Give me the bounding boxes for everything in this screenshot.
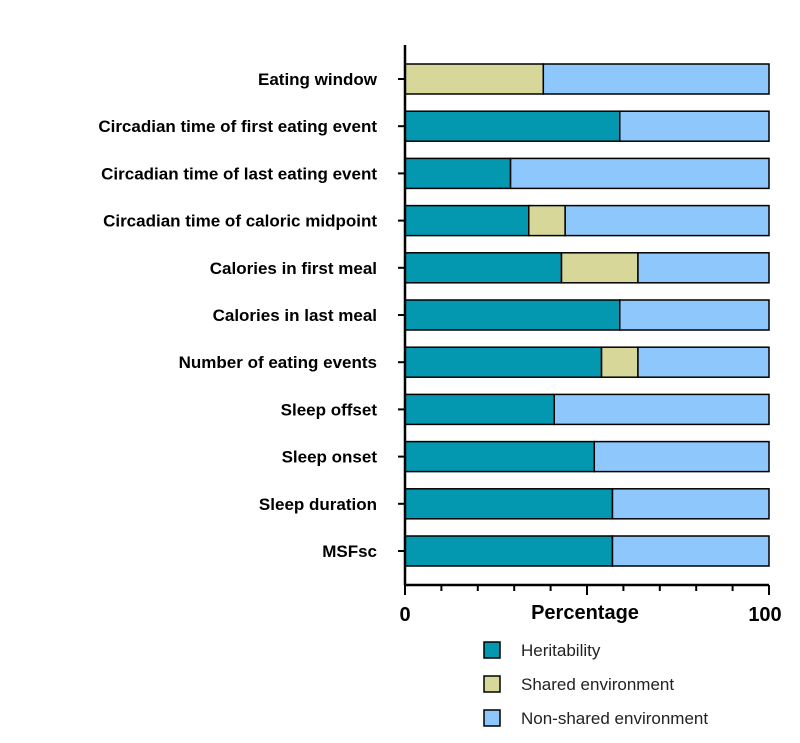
- legend-swatch-heritability: [483, 641, 501, 659]
- legend-swatch-shared-environment: [483, 675, 501, 693]
- bar-msfsc-heritability: [404, 535, 614, 567]
- bar-calories-in-first-meal-heritability: [404, 252, 563, 284]
- category-labels: Eating window Circadian time of first eat…: [98, 70, 405, 561]
- legend: Heritability Shared environment Non-shared…: [483, 641, 708, 728]
- bar-calories-in-last-meal-heritability: [404, 299, 621, 331]
- bar-circadian-time-of-caloric-midpoint-heritability: [404, 204, 530, 237]
- x-ticks: [404, 585, 770, 595]
- category-label: Sleep onset: [282, 448, 378, 467]
- bar-eating-window-shared-environment: [404, 63, 545, 95]
- bar-sleep-duration-heritability: [404, 488, 614, 520]
- bar-circadian-time-of-last-eating-event-non-shared-environment: [509, 157, 770, 190]
- bar-circadian-time-of-caloric-midpoint-shared-environment: [528, 204, 566, 237]
- category-label: Circadian time of caloric midpoint: [103, 212, 377, 231]
- category-label: Circadian time of first eating event: [98, 117, 377, 136]
- bar-calories-in-last-meal-non-shared-environment: [619, 299, 770, 331]
- bar-calories-in-first-meal-non-shared-environment: [637, 252, 770, 284]
- category-label: Sleep duration: [259, 495, 377, 514]
- category-label: Circadian time of last eating event: [101, 164, 377, 183]
- category-label: Number of eating events: [179, 353, 377, 372]
- bar-circadian-time-of-caloric-midpoint-non-shared-environment: [564, 204, 770, 237]
- bars-layer: [404, 63, 770, 567]
- x-axis: 0 100 Percentage: [399, 45, 782, 626]
- bar-sleep-onset-non-shared-environment: [593, 440, 770, 473]
- x-tick-label-0: 0: [399, 604, 410, 626]
- legend-label-shared-environment: Shared environment: [521, 675, 674, 694]
- bar-eating-window-non-shared-environment: [542, 63, 770, 95]
- category-label: Calories in first meal: [210, 259, 377, 278]
- x-axis-title: Percentage: [531, 602, 639, 624]
- bar-number-of-eating-events-heritability: [404, 346, 603, 378]
- legend-swatch-non-shared-environment: [483, 709, 501, 727]
- bar-calories-in-first-meal-shared-environment: [560, 252, 639, 284]
- bar-circadian-time-of-first-eating-event-heritability: [404, 110, 621, 142]
- bar-sleep-onset-heritability: [404, 440, 596, 473]
- bar-number-of-eating-events-non-shared-environment: [637, 346, 770, 378]
- bar-number-of-eating-events-shared-environment: [600, 346, 639, 378]
- bar-sleep-duration-non-shared-environment: [611, 488, 770, 520]
- category-label: Calories in last meal: [213, 306, 377, 325]
- legend-label-non-shared-environment: Non-shared environment: [521, 709, 708, 728]
- bar-sleep-offset-non-shared-environment: [553, 393, 770, 426]
- x-tick-label-100: 100: [748, 604, 781, 626]
- category-label: Eating window: [258, 70, 378, 89]
- bar-circadian-time-of-last-eating-event-heritability: [404, 157, 512, 190]
- category-label: MSFsc: [322, 542, 377, 561]
- bar-sleep-offset-heritability: [404, 393, 555, 426]
- legend-label-heritability: Heritability: [521, 641, 601, 660]
- category-label: Sleep offset: [281, 400, 378, 419]
- bar-msfsc-non-shared-environment: [611, 535, 770, 567]
- bar-circadian-time-of-first-eating-event-non-shared-environment: [619, 110, 770, 142]
